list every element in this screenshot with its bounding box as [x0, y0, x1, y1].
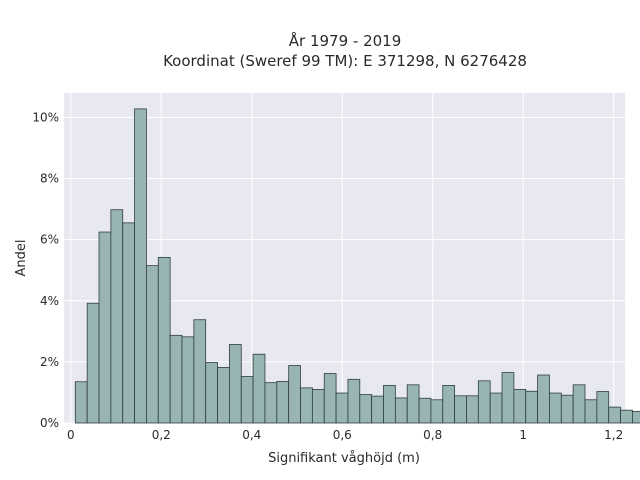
x-axis-label: Signifikant våghöjd (m) — [268, 451, 420, 466]
histogram-bar-20 — [311, 388, 325, 424]
y-axis-label: Andel — [14, 240, 29, 277]
histogram-bar-7 — [157, 256, 171, 424]
histogram-bar-41 — [560, 394, 574, 424]
histogram-bar-5 — [134, 108, 147, 424]
histogram-bar-36 — [501, 372, 515, 424]
y-tick-label-1: 2% — [40, 355, 59, 369]
histogram-bar-1 — [86, 302, 100, 424]
histogram-bar-28 — [406, 384, 420, 424]
histogram-bar-4 — [122, 222, 135, 424]
histogram-bar-33 — [466, 395, 479, 424]
histogram-bar-17 — [276, 381, 290, 424]
histogram-bar-35 — [489, 392, 503, 424]
x-tick-label-6: 1,2 — [604, 428, 623, 442]
histogram-bar-6 — [146, 265, 159, 424]
y-axis-ticks: 0% 2% 4% 6% 8% 10% — [32, 110, 59, 430]
x-tick-label-2: 0,4 — [242, 428, 261, 442]
y-tick-label-2: 4% — [40, 294, 59, 308]
x-tick-label-0: 0 — [67, 428, 75, 442]
histogram-bar-25 — [371, 395, 384, 424]
x-tick-label-1: 0,2 — [152, 428, 171, 442]
histogram-bar-32 — [454, 395, 467, 424]
histogram-bar-16 — [264, 382, 278, 424]
histogram-bar-38 — [525, 390, 538, 424]
histogram-bar-9 — [181, 336, 195, 424]
histogram-bar-13 — [229, 344, 242, 424]
histogram-bar-24 — [359, 394, 373, 424]
histogram-bar-46 — [620, 409, 633, 424]
histogram-bar-27 — [394, 397, 408, 424]
histogram-bar-22 — [335, 392, 349, 424]
histogram-bar-23 — [347, 378, 361, 424]
histogram-bar-30 — [430, 399, 444, 424]
histogram-bar-26 — [383, 385, 396, 424]
x-tick-label-5: 1 — [519, 428, 527, 442]
histogram-bar-37 — [513, 388, 527, 424]
histogram-bar-47 — [632, 410, 640, 424]
histogram-bar-3 — [110, 209, 124, 424]
histogram-bar-34 — [477, 380, 491, 424]
histogram-bars — [74, 108, 640, 424]
y-tick-label-5: 10% — [32, 110, 59, 124]
histogram-bar-45 — [608, 406, 621, 424]
histogram-bar-42 — [572, 384, 586, 424]
histogram-bar-2 — [98, 231, 112, 424]
x-tick-label-3: 0,6 — [333, 428, 352, 442]
histogram-bar-31 — [442, 385, 456, 424]
histogram-bar-10 — [193, 319, 207, 424]
y-tick-label-0: 0% — [40, 416, 59, 430]
histogram-bar-43 — [584, 399, 598, 424]
x-tick-label-4: 0,8 — [423, 428, 442, 442]
histogram-bar-29 — [418, 397, 432, 424]
y-tick-label-3: 6% — [40, 233, 59, 247]
histogram-bar-0 — [74, 381, 88, 424]
histogram-bar-21 — [323, 373, 337, 424]
histogram-bar-11 — [205, 362, 218, 424]
histogram-bar-15 — [252, 353, 266, 424]
histogram-bar-44 — [596, 391, 610, 424]
histogram-bar-14 — [240, 376, 254, 424]
histogram-bar-8 — [169, 334, 183, 424]
chart-title-line-2: Koordinat (Sweref 99 TM): E 371298, N 62… — [163, 52, 527, 70]
chart-title-line-1: År 1979 - 2019 — [289, 31, 402, 50]
y-tick-label-4: 8% — [40, 172, 59, 186]
x-axis-ticks: 0 0,2 0,4 0,6 0,8 1 1,2 — [67, 428, 623, 442]
histogram-bar-12 — [217, 366, 230, 424]
histogram-bar-39 — [537, 374, 550, 424]
histogram-bar-40 — [549, 392, 562, 424]
histogram-bar-19 — [300, 387, 313, 424]
histogram-bar-18 — [288, 365, 301, 424]
